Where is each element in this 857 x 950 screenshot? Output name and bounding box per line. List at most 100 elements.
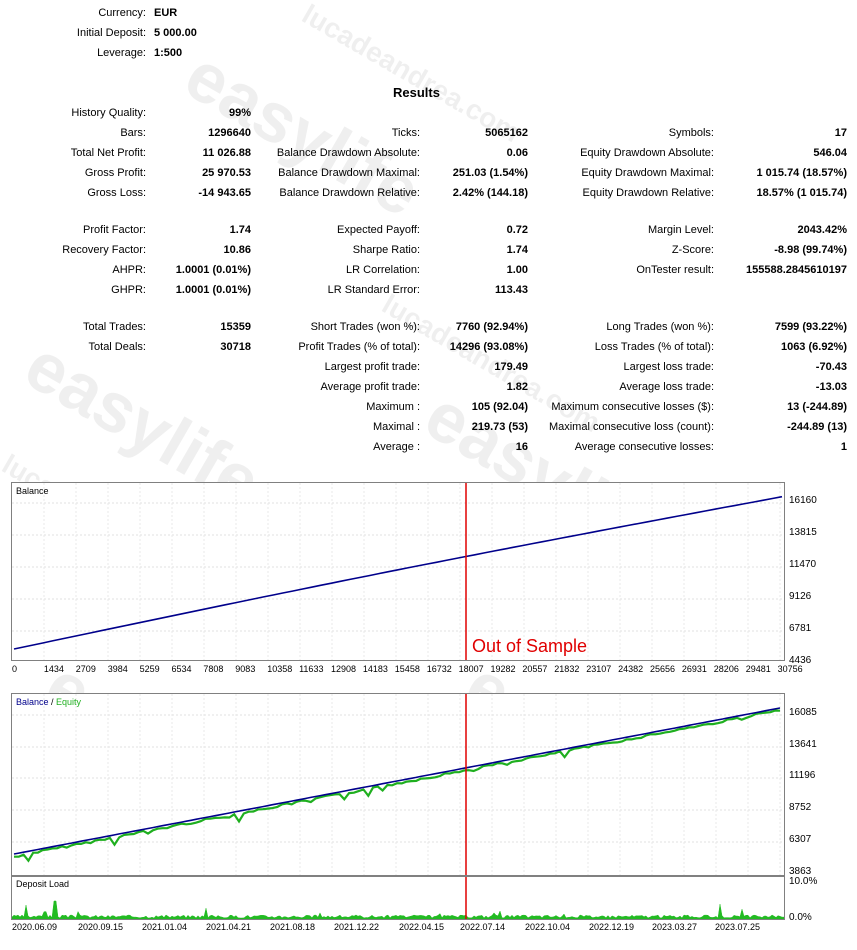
x-tick-label: 2022.07.14 xyxy=(460,922,506,932)
x-tick-label: 12908 xyxy=(331,664,357,674)
y-tick-label: 8752 xyxy=(789,802,812,813)
stat-label: Maximal : xyxy=(372,421,420,433)
x-tick-label: 21832 xyxy=(554,664,580,674)
stat-label: Maximum consecutive losses ($): xyxy=(551,401,714,413)
x-tick-label: 3984 xyxy=(107,664,128,674)
stat-label: Equity Drawdown Maximal: xyxy=(581,167,714,179)
stat-label: Gross Loss: xyxy=(87,187,146,199)
y-tick-label: 9126 xyxy=(789,591,812,602)
results-title: Results xyxy=(393,85,440,100)
stat-label: OnTester result: xyxy=(636,264,714,276)
x-tick-label: 6534 xyxy=(171,664,192,674)
setting-value: 5 000.00 xyxy=(154,27,197,39)
stat-value: 1.74 xyxy=(229,224,251,236)
stat-value: 1.74 xyxy=(506,244,528,256)
stat-label: Total Trades: xyxy=(83,321,146,333)
stat-value: 2043.42% xyxy=(797,224,847,236)
stat-value: 546.04 xyxy=(813,147,847,159)
stat-value: 2.42% (144.18) xyxy=(452,187,528,199)
balance-legend: Balance xyxy=(16,697,49,707)
stat-label: Recovery Factor: xyxy=(62,244,146,256)
equity-line xyxy=(14,709,781,863)
stat-value: 1.00 xyxy=(506,264,528,276)
deposit-load-title: Deposit Load xyxy=(16,879,70,889)
y-tick-label: 16160 xyxy=(789,495,817,506)
svg-text:lucadeandrea.com: lucadeandrea.com xyxy=(297,0,525,148)
stat-value: 1.0001 (0.01%) xyxy=(175,264,251,276)
stat-value: 13 (-244.89) xyxy=(787,401,847,413)
setting-label: Currency: xyxy=(98,7,146,19)
x-tick-label: 2023.03.27 xyxy=(652,922,698,932)
stat-value: 30718 xyxy=(220,341,251,353)
x-tick-label: 9083 xyxy=(235,664,256,674)
stat-label: Gross Profit: xyxy=(84,167,146,179)
stat-value: 5065162 xyxy=(485,127,528,139)
x-tick-label: 2022.12.19 xyxy=(589,922,635,932)
y-tick-label: 6307 xyxy=(789,834,812,845)
stat-value: 1296640 xyxy=(208,127,251,139)
x-tick-label: 2021.01.04 xyxy=(142,922,188,932)
x-tick-label: 2023.07.25 xyxy=(715,922,761,932)
stat-label: Symbols: xyxy=(668,127,714,139)
x-tick-label: 10358 xyxy=(267,664,293,674)
x-tick-label: 16732 xyxy=(426,664,452,674)
stat-value: 25 970.53 xyxy=(202,167,251,179)
balance-line xyxy=(13,495,783,650)
stat-label: History Quality: xyxy=(71,107,146,119)
setting-value: 1:500 xyxy=(154,47,183,59)
stat-label: Expected Payoff: xyxy=(337,224,420,236)
x-tick-label: 2020.06.09 xyxy=(12,922,58,932)
stat-value: 7760 (92.94%) xyxy=(455,321,528,333)
x-tick-label: 30756 xyxy=(777,664,803,674)
x-tick-label: 0 xyxy=(12,664,18,674)
stat-value: 155588.2845610197 xyxy=(746,264,847,276)
stat-label: AHPR: xyxy=(112,264,146,276)
setting-label: Initial Deposit: xyxy=(76,27,146,39)
x-tick-label: 1434 xyxy=(43,664,64,674)
y-tick-label: 4436 xyxy=(789,655,812,666)
x-tick-label: 14183 xyxy=(362,664,388,674)
stat-value: -8.98 (99.74%) xyxy=(774,244,847,256)
stat-label: Balance Drawdown Maximal: xyxy=(278,167,420,179)
stat-label: Balance Drawdown Relative: xyxy=(279,187,420,199)
x-tick-label: 24382 xyxy=(618,664,644,674)
x-tick-label: 28206 xyxy=(713,664,739,674)
deposit-load-area xyxy=(12,900,784,919)
stat-label: Profit Trades (% of total): xyxy=(298,341,420,353)
x-tick-label: 2020.09.15 xyxy=(78,922,124,932)
y-tick-label: 10.0% xyxy=(789,876,818,887)
stat-label: Z-Score: xyxy=(671,244,714,256)
x-tick-label: 7808 xyxy=(203,664,224,674)
stat-label: Total Net Profit: xyxy=(70,147,146,159)
stat-value: 105 (92.04) xyxy=(471,401,528,413)
stat-label: Ticks: xyxy=(391,127,420,139)
y-tick-label: 0.0% xyxy=(789,912,812,923)
stat-label: Bars: xyxy=(120,127,146,139)
stat-label: Equity Drawdown Relative: xyxy=(582,187,714,199)
stat-value: 18.57% (1 015.74) xyxy=(756,187,847,199)
stat-value: 251.03 (1.54%) xyxy=(452,167,528,179)
y-tick-label: 6781 xyxy=(789,623,812,634)
stat-value: 0.72 xyxy=(506,224,528,236)
stat-value: -14 943.65 xyxy=(198,187,251,199)
stat-label: Loss Trades (% of total): xyxy=(594,341,714,353)
stat-value: 16 xyxy=(515,441,528,453)
stat-label: Average consecutive losses: xyxy=(574,441,714,453)
x-tick-label: 2022.10.04 xyxy=(525,922,571,932)
y-tick-label: 11470 xyxy=(789,559,817,570)
stat-label: Sharpe Ratio: xyxy=(352,244,420,256)
x-tick-label: 2021.12.22 xyxy=(334,922,380,932)
out-of-sample-label: Out of Sample xyxy=(472,636,588,656)
stat-label: Margin Level: xyxy=(647,224,714,236)
stat-label: LR Standard Error: xyxy=(327,284,420,296)
stat-value: 15359 xyxy=(220,321,251,333)
stat-value: 1 015.74 (18.57%) xyxy=(756,167,847,179)
x-tick-label: 26931 xyxy=(681,664,707,674)
stat-value: 1.0001 (0.01%) xyxy=(175,284,251,296)
x-tick-label: 2021.08.18 xyxy=(270,922,316,932)
stat-value: -13.03 xyxy=(815,381,847,393)
stat-value: -244.89 (13) xyxy=(787,421,847,433)
stat-label: Balance Drawdown Absolute: xyxy=(276,147,420,159)
y-tick-label: 13815 xyxy=(789,527,817,538)
stat-label: GHPR: xyxy=(111,284,146,296)
